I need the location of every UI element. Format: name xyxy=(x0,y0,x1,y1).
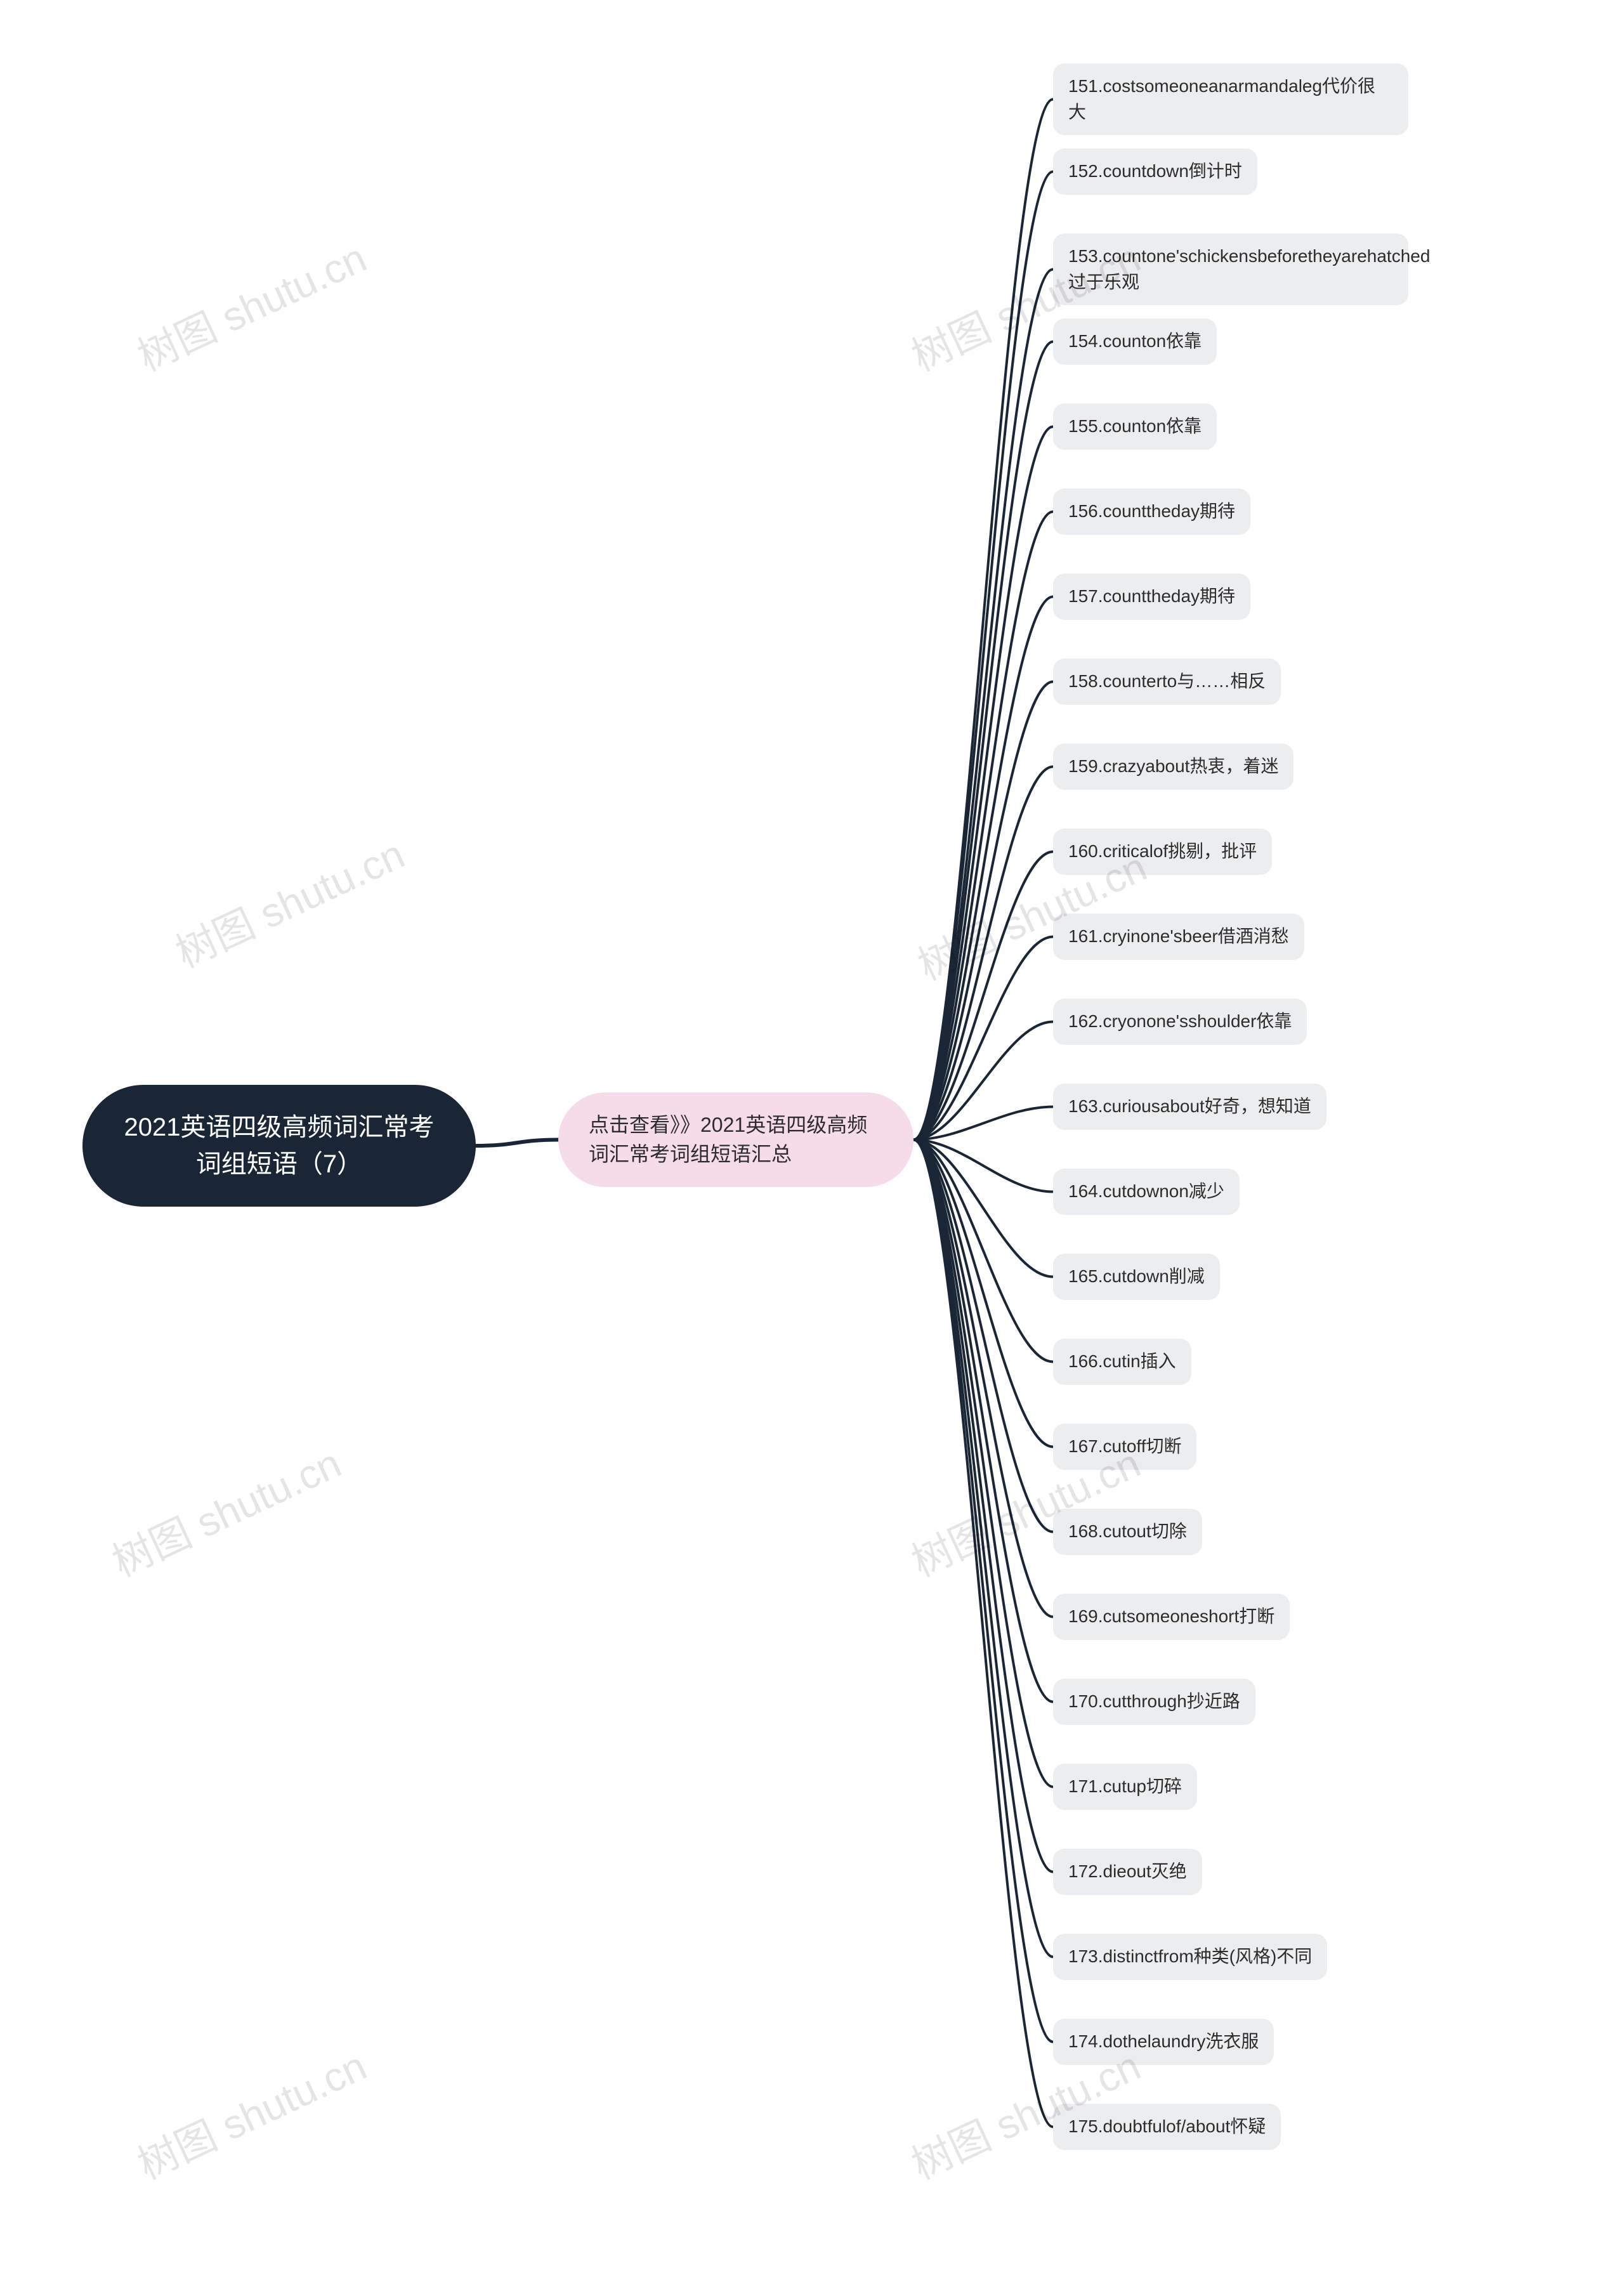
leaf-node-label: 162.cryonone'sshoulder依靠 xyxy=(1068,1011,1292,1031)
leaf-node-label: 156.counttheday期待 xyxy=(1068,501,1235,521)
leaf-node-label: 172.dieout灭绝 xyxy=(1068,1861,1187,1881)
leaf-node-label: 173.distinctfrom种类(风格)不同 xyxy=(1068,1946,1312,1966)
leaf-node[interactable]: 169.cutsomeoneshort打断 xyxy=(1053,1594,1290,1640)
leaf-node-label: 152.countdown倒计时 xyxy=(1068,161,1242,181)
leaf-node[interactable]: 170.cutthrough抄近路 xyxy=(1053,1679,1255,1725)
leaf-node[interactable]: 156.counttheday期待 xyxy=(1053,489,1250,535)
leaf-node[interactable]: 154.counton依靠 xyxy=(1053,318,1217,365)
leaf-node-label: 154.counton依靠 xyxy=(1068,331,1202,351)
leaf-node[interactable]: 153.countone'schickensbeforetheyarehatch… xyxy=(1053,233,1408,305)
link-node-label: 点击查看》》2021英语四级高频词汇常考词组短语汇总 xyxy=(589,1113,867,1165)
leaf-node-label: 159.crazyabout热衷，着迷 xyxy=(1068,756,1278,776)
mindmap-canvas: 2021英语四级高频词汇常考词组短语（7） 点击查看》》2021英语四级高频词汇… xyxy=(0,0,1624,2282)
leaf-node[interactable]: 172.dieout灭绝 xyxy=(1053,1849,1202,1895)
leaf-node-label: 175.doubtfulof/about怀疑 xyxy=(1068,2116,1266,2136)
leaf-node-label: 155.counton依靠 xyxy=(1068,416,1202,436)
leaf-node[interactable]: 160.criticalof挑剔，批评 xyxy=(1053,829,1272,875)
leaf-node[interactable]: 175.doubtfulof/about怀疑 xyxy=(1053,2104,1281,2150)
leaf-node[interactable]: 155.counton依靠 xyxy=(1053,403,1217,450)
leaf-node[interactable]: 164.cutdownon减少 xyxy=(1053,1169,1240,1215)
leaf-node[interactable]: 168.cutout切除 xyxy=(1053,1509,1202,1555)
leaf-node[interactable]: 165.cutdown削减 xyxy=(1053,1254,1220,1300)
root-node-label: 2021英语四级高频词汇常考词组短语（7） xyxy=(124,1113,435,1178)
leaf-node-label: 157.counttheday期待 xyxy=(1068,586,1235,606)
leaf-node-label: 161.cryinone'sbeer借酒消愁 xyxy=(1068,926,1289,946)
leaf-node[interactable]: 174.dothelaundry洗衣服 xyxy=(1053,2019,1274,2065)
leaf-node[interactable]: 173.distinctfrom种类(风格)不同 xyxy=(1053,1934,1327,1980)
leaf-node[interactable]: 163.curiousabout好奇，想知道 xyxy=(1053,1084,1326,1130)
leaf-node[interactable]: 151.costsomeoneanarmandaleg代价很大 xyxy=(1053,63,1408,135)
watermark: 树图 shutu.cn xyxy=(127,226,374,383)
leaf-node[interactable]: 157.counttheday期待 xyxy=(1053,574,1250,620)
leaf-node[interactable]: 167.cutoff切断 xyxy=(1053,1424,1196,1470)
leaf-node-label: 163.curiousabout好奇，想知道 xyxy=(1068,1096,1311,1116)
leaf-node-label: 164.cutdownon减少 xyxy=(1068,1181,1224,1201)
leaf-node-label: 153.countone'schickensbeforetheyarehatch… xyxy=(1068,246,1430,292)
leaf-node[interactable]: 162.cryonone'sshoulder依靠 xyxy=(1053,999,1307,1045)
leaf-node[interactable]: 152.countdown倒计时 xyxy=(1053,148,1257,195)
leaf-node-label: 158.counterto与……相反 xyxy=(1068,671,1266,691)
watermark: 树图 shutu.cn xyxy=(165,822,412,979)
leaf-node[interactable]: 166.cutin插入 xyxy=(1053,1339,1191,1385)
leaf-node-label: 160.criticalof挑剔，批评 xyxy=(1068,841,1257,861)
leaf-node-label: 166.cutin插入 xyxy=(1068,1351,1176,1371)
leaf-node-label: 174.dothelaundry洗衣服 xyxy=(1068,2031,1259,2051)
watermark: 树图 shutu.cn xyxy=(127,2034,374,2191)
leaf-node-label: 167.cutoff切断 xyxy=(1068,1436,1181,1456)
leaf-node-label: 151.costsomeoneanarmandaleg代价很大 xyxy=(1068,76,1375,122)
leaf-node[interactable]: 158.counterto与……相反 xyxy=(1053,659,1281,705)
leaf-node[interactable]: 161.cryinone'sbeer借酒消愁 xyxy=(1053,914,1304,960)
root-node[interactable]: 2021英语四级高频词汇常考词组短语（7） xyxy=(82,1085,476,1207)
link-node[interactable]: 点击查看》》2021英语四级高频词汇常考词组短语汇总 xyxy=(558,1092,914,1187)
watermark: 树图 shutu.cn xyxy=(102,1431,349,1588)
leaf-node[interactable]: 159.crazyabout热衷，着迷 xyxy=(1053,744,1293,790)
leaf-node-label: 171.cutup切碎 xyxy=(1068,1776,1182,1796)
leaf-node[interactable]: 171.cutup切碎 xyxy=(1053,1764,1197,1810)
leaf-node-label: 165.cutdown削减 xyxy=(1068,1266,1205,1286)
leaf-node-label: 169.cutsomeoneshort打断 xyxy=(1068,1606,1274,1626)
leaf-node-label: 170.cutthrough抄近路 xyxy=(1068,1691,1240,1711)
leaf-node-label: 168.cutout切除 xyxy=(1068,1521,1187,1541)
